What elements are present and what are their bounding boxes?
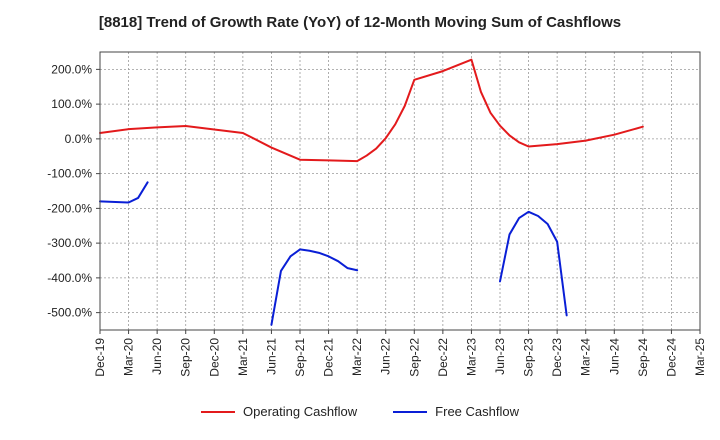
y-tick-label: -100.0% xyxy=(47,167,92,181)
x-tick-label: Jun-22 xyxy=(379,338,393,375)
x-tick-label: Jun-23 xyxy=(493,338,507,375)
x-tick-label: Mar-20 xyxy=(122,338,136,376)
y-tick-label: 200.0% xyxy=(51,62,92,76)
series-line-free-cashflow xyxy=(99,181,149,204)
x-tick-label: Sep-23 xyxy=(522,338,536,377)
x-tick-label: Mar-21 xyxy=(236,338,250,376)
y-tick-label: -300.0% xyxy=(47,236,92,250)
series-lines xyxy=(99,58,644,326)
x-tick-label: Mar-24 xyxy=(579,338,593,376)
x-tick-label: Dec-19 xyxy=(93,338,107,377)
legend-item-free-cashflow: Free Cashflow xyxy=(393,404,519,419)
legend-label-free-cashflow: Free Cashflow xyxy=(435,404,519,419)
series-line-operating-cashflow xyxy=(99,58,644,163)
x-tick-label: Jun-21 xyxy=(264,338,278,375)
x-tick-label: Mar-23 xyxy=(464,338,478,376)
x-tick-label: Dec-23 xyxy=(550,338,564,377)
x-tick-label: Dec-21 xyxy=(322,338,336,377)
legend: Operating Cashflow Free Cashflow xyxy=(0,404,720,419)
x-tick-label: Dec-20 xyxy=(207,338,221,377)
legend-line-operating-cashflow xyxy=(201,410,235,413)
legend-line-free-cashflow xyxy=(393,410,428,413)
chart-title: [8818] Trend of Growth Rate (YoY) of 12-… xyxy=(98,14,622,31)
x-tick-label: Dec-24 xyxy=(664,338,678,377)
y-tick-label: -500.0% xyxy=(47,306,92,320)
x-tick-label: Sep-22 xyxy=(407,338,421,377)
x-tick-label: Mar-25 xyxy=(693,338,707,376)
y-tick-label: -200.0% xyxy=(47,201,92,215)
x-tick-label: Jun-20 xyxy=(150,338,164,375)
x-tick-label: Dec-22 xyxy=(436,338,450,377)
grid xyxy=(99,52,701,330)
series-line-free-cashflow xyxy=(270,248,359,326)
y-tick-label: -400.0% xyxy=(47,271,92,285)
x-tick-label: Sep-20 xyxy=(179,338,193,377)
plot-frame xyxy=(99,51,701,331)
x-tick-label: Sep-21 xyxy=(293,338,307,377)
series-line-free-cashflow xyxy=(499,210,568,317)
y-tick-label: 0.0% xyxy=(65,132,93,146)
y-tick-label: 100.0% xyxy=(51,97,92,111)
legend-label-operating-cashflow: Operating Cashflow xyxy=(243,404,358,419)
x-tick-label: Mar-22 xyxy=(350,338,364,376)
x-tick-label: Sep-24 xyxy=(636,338,650,377)
legend-item-operating-cashflow: Operating Cashflow xyxy=(201,404,357,419)
axes: Dec-19 Mar-20 Jun-20 Sep-20 Dec-20 Mar-21 Jun-… xyxy=(47,62,707,376)
chart-plot: Dec-19 Mar-20 Jun-20 Sep-20 Dec-20 Mar-21 Jun-… xyxy=(47,51,707,377)
x-tick-label: Jun-24 xyxy=(607,338,621,375)
